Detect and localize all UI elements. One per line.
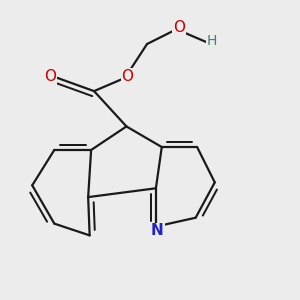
Text: O: O bbox=[121, 69, 133, 84]
Text: O: O bbox=[173, 20, 185, 35]
Text: N: N bbox=[151, 224, 164, 238]
Text: H: H bbox=[207, 34, 217, 48]
Text: O: O bbox=[44, 69, 56, 84]
